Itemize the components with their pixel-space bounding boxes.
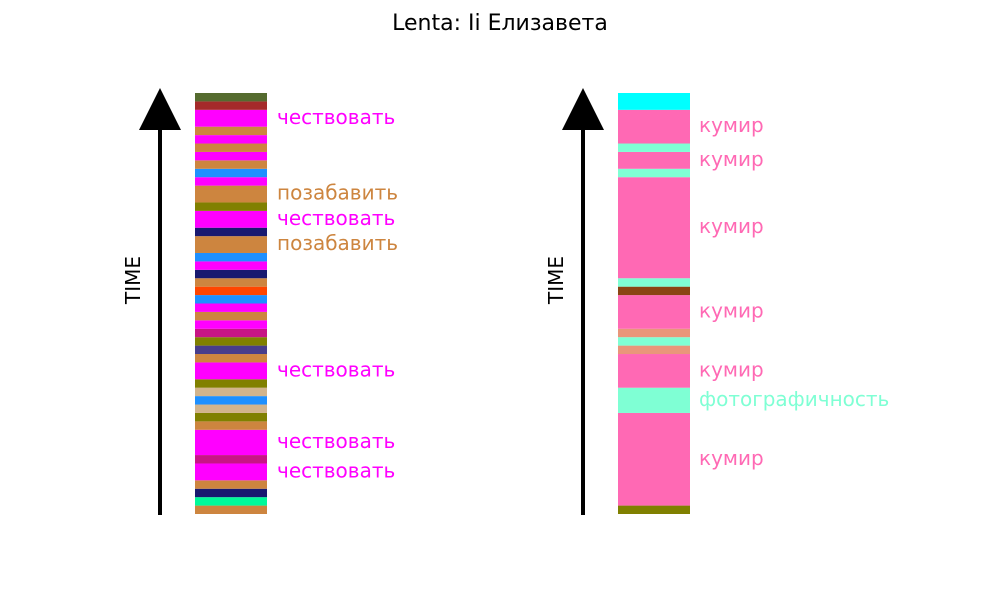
segment-left-35 <box>195 151 267 161</box>
segment-right-2 <box>618 387 690 413</box>
segment-left-8 <box>195 412 267 422</box>
segment-right-15 <box>618 93 690 110</box>
segment-label-right-1: кумир <box>699 446 764 470</box>
segment-left-26 <box>195 252 267 262</box>
segment-label-left-13: чествовать <box>277 357 395 381</box>
segment-left-19 <box>195 311 267 321</box>
segment-left-32 <box>195 177 267 186</box>
segment-left-21 <box>195 295 267 304</box>
segment-left-27 <box>195 236 267 253</box>
segment-labels-right: кумир фотографичность кумир кумир кумир кумир… <box>699 113 889 470</box>
segment-label-left-39: чествовать <box>277 105 395 129</box>
segment-left-28 <box>195 227 267 237</box>
segment-left-25 <box>195 261 267 270</box>
segment-left-37 <box>195 135 267 144</box>
segment-right-1 <box>618 412 690 506</box>
segment-left-20 <box>195 303 267 312</box>
segment-left-5 <box>195 455 267 464</box>
segment-left-10 <box>195 396 267 405</box>
segment-right-10 <box>618 177 690 279</box>
segment-label-left-4: чествовать <box>277 458 395 482</box>
segment-label-right-3: кумир <box>699 357 764 381</box>
segment-left-15 <box>195 345 267 355</box>
segment-label-left-31: позабавить <box>277 181 398 205</box>
segment-left-4 <box>195 463 267 481</box>
segment-left-13 <box>195 362 267 380</box>
time-axis-label-left: TIME <box>121 256 145 305</box>
segment-left-38 <box>195 126 267 136</box>
segment-left-29 <box>195 210 267 228</box>
segment-label-left-27: позабавить <box>277 231 398 255</box>
time-arrow-head-right <box>562 88 604 130</box>
segment-label-left-29: чествовать <box>277 206 395 230</box>
segment-left-11 <box>195 387 267 397</box>
segment-right-8 <box>618 286 690 296</box>
segment-left-41 <box>195 93 267 102</box>
segment-right-0 <box>618 505 690 514</box>
segment-left-18 <box>195 320 267 329</box>
segment-left-31 <box>195 185 267 203</box>
segment-left-34 <box>195 160 267 169</box>
segment-right-12 <box>618 151 690 169</box>
segment-left-30 <box>195 202 267 211</box>
time-axis-label-right: TIME <box>544 256 568 305</box>
time-arrow-head-left <box>139 88 181 130</box>
segment-left-7 <box>195 421 267 430</box>
segment-left-22 <box>195 286 267 296</box>
segment-left-23 <box>195 278 267 287</box>
segment-left-3 <box>195 480 267 489</box>
segment-left-16 <box>195 337 267 346</box>
segment-right-11 <box>618 168 690 178</box>
segment-label-right-12: кумир <box>699 147 764 171</box>
segment-right-9 <box>618 278 690 287</box>
segments-left <box>195 93 267 514</box>
segment-label-right-7: кумир <box>699 298 764 322</box>
segment-left-6 <box>195 429 267 456</box>
segment-left-9 <box>195 404 267 413</box>
segment-label-right-2: фотографичность <box>699 387 889 411</box>
segment-left-39 <box>195 109 267 127</box>
segment-right-7 <box>618 295 690 329</box>
segment-right-3 <box>618 354 690 388</box>
segment-left-24 <box>195 269 267 279</box>
segment-left-2 <box>195 488 267 498</box>
segment-right-13 <box>618 143 690 152</box>
segment-right-5 <box>618 337 690 346</box>
segment-left-40 <box>195 101 267 110</box>
segment-right-6 <box>618 328 690 338</box>
chart-title: Lenta: Ii Елизавета <box>392 11 608 36</box>
segment-label-left-6: чествовать <box>277 429 395 453</box>
segment-left-0 <box>195 505 267 514</box>
segment-right-14 <box>618 109 690 144</box>
segment-left-12 <box>195 379 267 388</box>
right-panel: TIME кумирфотографичностькумиркумиркумир… <box>544 88 889 515</box>
segment-label-right-14: кумир <box>699 113 764 137</box>
segment-right-4 <box>618 345 690 355</box>
left-panel: TIME чествоватьчествоватьчествоватьпозаб… <box>121 88 398 515</box>
segment-left-17 <box>195 328 267 338</box>
segment-left-36 <box>195 143 267 152</box>
segment-left-1 <box>195 497 267 506</box>
segment-label-right-10: кумир <box>699 214 764 238</box>
segments-right <box>618 93 690 514</box>
segment-left-14 <box>195 354 267 363</box>
segment-labels-left: чествоватьчествоватьчествоватьпозабавить… <box>277 105 398 483</box>
segment-left-33 <box>195 168 267 178</box>
